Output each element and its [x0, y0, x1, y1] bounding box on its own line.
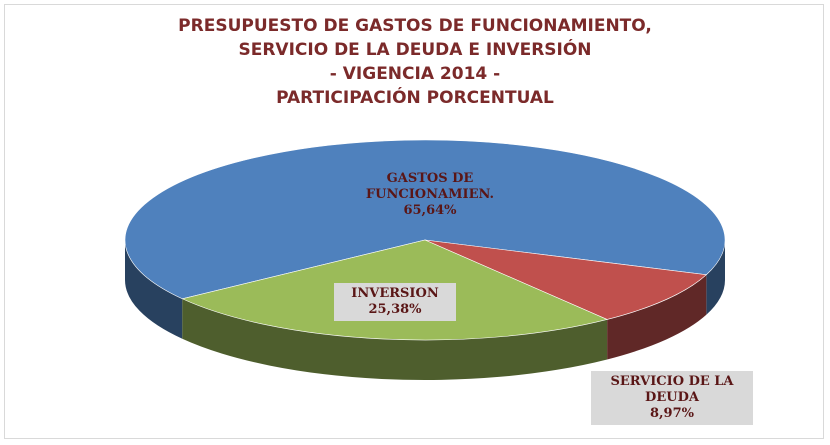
frame	[4, 4, 824, 439]
slice-side	[182, 298, 608, 380]
value-label: 65,64%	[403, 203, 457, 218]
slice-label: INVERSION 25,38%	[334, 283, 456, 321]
slice	[424, 239, 708, 320]
category-label: INVERSION	[351, 286, 439, 301]
category-label: SERVICIO DE LA DEUDA	[610, 374, 734, 405]
slice-label: SERVICIO DE LA DEUDA 8,97%	[591, 371, 753, 425]
category-label: GASTOS DE FUNCIONAMIEN.	[365, 171, 495, 202]
slice-side	[706, 240, 725, 315]
slice-side	[125, 240, 183, 339]
slice	[124, 139, 726, 300]
value-label: 25,38%	[368, 302, 422, 317]
slice-side	[607, 274, 707, 360]
value-label: 8,97%	[649, 406, 694, 421]
slice-label: GASTOS DE FUNCIONAMIEN. 65,64%	[359, 168, 501, 222]
chart-title: PRESUPUESTO DE GASTOS DE FUNCIONAMIENTO,…	[178, 16, 652, 108]
